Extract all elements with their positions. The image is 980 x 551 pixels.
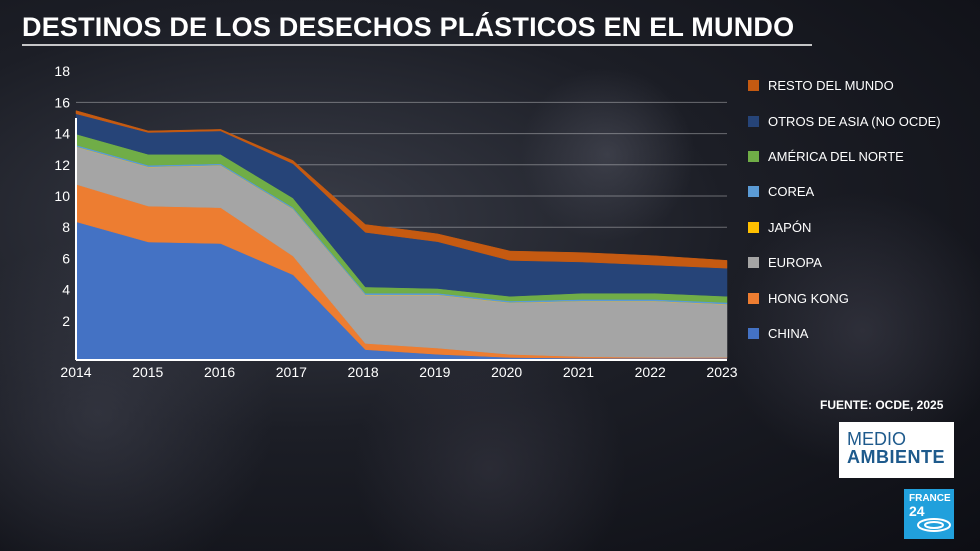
y-tick-label: 2 [62,313,70,329]
legend-label: CHINA [768,325,809,341]
x-tick-label: 2014 [60,364,91,380]
y-tick-label: 10 [54,188,70,204]
legend-item: HONG KONG [748,280,941,315]
target-icon [917,518,951,532]
y-tick-label: 18 [54,63,70,79]
medio-ambiente-logo: MEDIO AMBIENTE [839,422,954,478]
y-tick-label: 14 [54,126,70,142]
y-tick-label: 16 [54,94,70,110]
legend-item: RESTO DEL MUNDO [748,68,941,103]
legend-swatch [748,327,759,339]
legend-label: JAPÓN [768,219,812,235]
france24-logo: FRANCE 24 [904,489,954,539]
x-tick-label: 2017 [276,364,307,380]
legend-swatch [748,221,759,233]
x-tick-label: 2018 [348,364,379,380]
legend-swatch [748,257,759,269]
legend-label: EUROPA [768,255,822,271]
legend-swatch [748,292,759,304]
legend-item: COREA [748,174,941,209]
channel-line2: 24 [909,503,925,519]
legend-item: CHINA [748,316,941,351]
legend-item: JAPÓN [748,210,941,245]
legend-label: HONG KONG [768,290,849,306]
legend-swatch [748,80,759,92]
channel-line1: FRANCE [909,493,951,504]
legend-swatch [748,115,759,127]
chart-title: DESTINOS DE LOS DESECHOS PLÁSTICOS EN EL… [22,12,795,42]
x-tick-label: 2023 [706,364,737,380]
legend-label: COREA [768,184,815,200]
x-tick-label: 2022 [635,364,666,380]
area-resto-del-mundo [75,110,728,269]
legend-label: AMÉRICA DEL NORTE [768,148,904,164]
legend-label: OTROS DE ASIA (NO OCDE) [768,113,941,129]
y-tick-label: 12 [54,157,70,173]
x-tick-label: 2020 [491,364,522,380]
y-tick-label: 8 [62,219,70,235]
legend-swatch [748,150,759,162]
x-tick-label: 2021 [563,364,594,380]
legend: RESTO DEL MUNDO OTROS DE ASIA (NO OCDE) AM… [748,68,941,351]
legend-swatch [748,186,759,198]
x-tick-label: 2016 [204,364,235,380]
y-tick-label: 4 [62,282,70,298]
source-note: FUENTE: OCDE, 2025 [820,398,944,412]
legend-item: AMÉRICA DEL NORTE [748,139,941,174]
legend-item: EUROPA [748,245,941,280]
logo-line2: AMBIENTE [847,447,945,467]
x-tick-label: 2019 [419,364,450,380]
title-underline [22,44,812,46]
y-tick-label: 6 [62,250,70,266]
legend-label: RESTO DEL MUNDO [768,78,894,94]
legend-item: OTROS DE ASIA (NO OCDE) [748,103,941,138]
x-tick-label: 2015 [132,364,163,380]
logo-line1: MEDIO [847,429,907,449]
